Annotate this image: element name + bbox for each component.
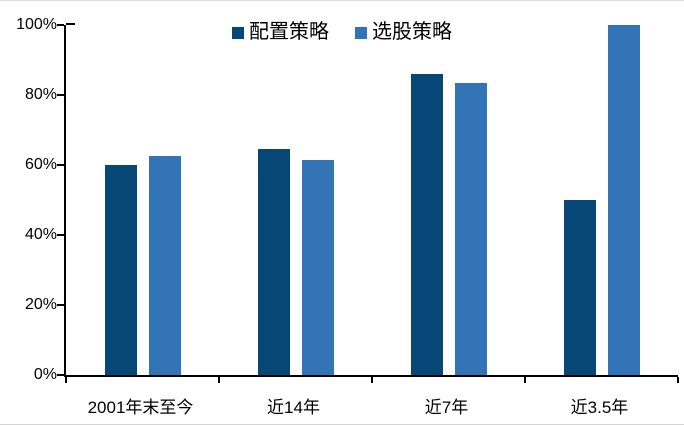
x-axis-label: 2001年末至今: [87, 398, 194, 417]
series-2-swatch-icon: [355, 27, 367, 39]
x-axis-tick: [65, 377, 67, 383]
y-axis-tick: [57, 304, 64, 306]
x-axis-label: 近14年: [267, 398, 320, 417]
y-axis-label: 60%: [24, 156, 57, 173]
x-axis-tick: [524, 377, 526, 383]
y-axis-tick: [57, 234, 64, 236]
y-axis-label: 0%: [33, 366, 57, 383]
bar-group: [372, 25, 525, 375]
bar: [410, 74, 443, 375]
bar: [257, 149, 290, 375]
bar-group: [219, 25, 372, 375]
bar: [563, 200, 596, 375]
y-axis-label: 20%: [24, 296, 57, 313]
bar: [104, 165, 137, 375]
plot-area: [57, 23, 679, 383]
x-axis-tick: [218, 377, 220, 383]
legend-item: 选股策略: [355, 21, 452, 43]
y-axis-tick: [57, 374, 64, 376]
bar: [454, 82, 487, 375]
bar: [607, 25, 640, 375]
bar: [301, 159, 334, 375]
y-axis-tick: [57, 94, 64, 96]
legend-label: 选股策略: [372, 21, 452, 43]
legend: 配置策略 选股策略: [0, 21, 684, 43]
y-axis-labels: 0% 20% 40% 60% 80% 100%: [0, 17, 57, 383]
y-axis-tick: [57, 164, 64, 166]
y-axis-top-tick: [66, 23, 75, 25]
y-axis-label: 40%: [24, 226, 57, 243]
x-axis-tick: [371, 377, 373, 383]
y-axis-label: 80%: [24, 86, 57, 103]
x-axis-label: 近3.5年: [570, 398, 629, 417]
x-axis-label: 近7年: [424, 398, 469, 417]
series-1-swatch-icon: [232, 27, 244, 39]
y-axis-label: 100%: [16, 16, 57, 33]
legend-label: 配置策略: [249, 21, 329, 43]
x-axis-tick: [677, 377, 679, 383]
bar: [148, 156, 181, 375]
bar-group: [525, 25, 678, 375]
y-axis-tick: [57, 24, 64, 26]
bar-group: [66, 25, 219, 375]
x-axis-labels: 2001年末至今 近14年 近7年 近3.5年: [64, 397, 676, 419]
legend-item: 配置策略: [232, 21, 329, 43]
